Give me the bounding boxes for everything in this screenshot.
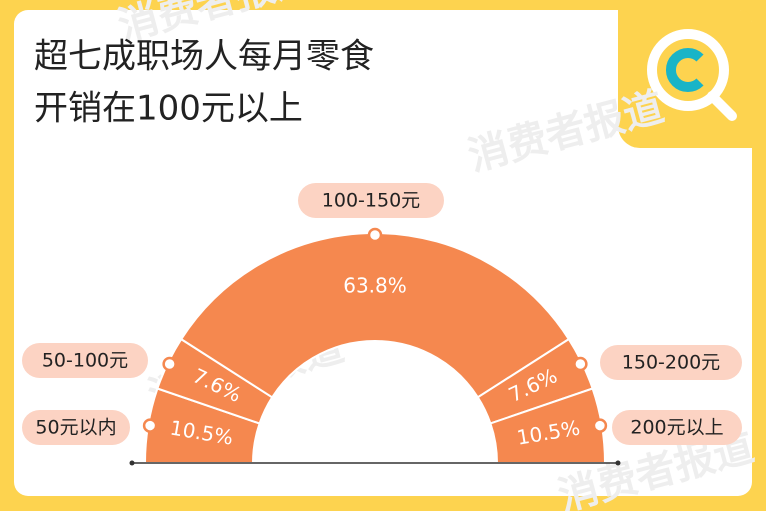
value-label: 63.8%	[343, 274, 407, 298]
category-pill	[22, 410, 130, 445]
category-pill	[612, 410, 742, 445]
category-label: 100-150元	[322, 190, 420, 212]
segment	[179, 232, 571, 399]
category-pill	[600, 345, 742, 380]
category-label: 150-200元	[622, 352, 720, 374]
label-dot	[367, 227, 383, 243]
category-pill	[298, 183, 444, 218]
category-label: 50元以内	[35, 417, 116, 439]
label-dot	[592, 418, 608, 433]
label-dot	[573, 356, 588, 372]
category-pill	[22, 343, 148, 378]
title-line: 超七成职场人每月零食	[34, 37, 374, 77]
baseline-end	[615, 460, 621, 466]
category-label: 200元以上	[630, 417, 723, 439]
baseline-end	[129, 460, 135, 466]
chart: 10.5%50元以内7.6%50-100元63.8%100-150元7.6%15…	[22, 183, 742, 466]
logo	[618, 10, 752, 148]
title-line: 开销在100元以上	[34, 89, 303, 129]
label-dot	[142, 418, 158, 433]
label-dot	[162, 356, 177, 372]
category-label: 50-100元	[42, 350, 128, 372]
